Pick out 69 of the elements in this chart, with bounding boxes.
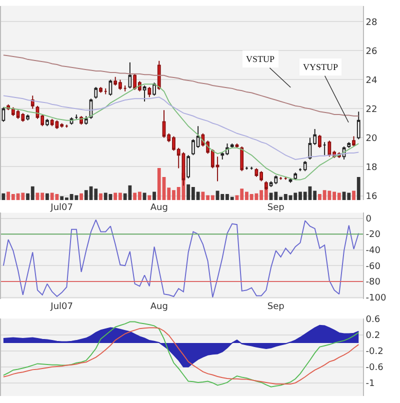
bar [356, 177, 360, 200]
x-tick-label: Aug [150, 302, 168, 312]
x-tick-label: Jul07 [50, 203, 73, 214]
annotation: VSTUP [246, 54, 275, 64]
candlestick [26, 114, 30, 121]
y-tick-label: 24 [366, 76, 378, 86]
candlestick [356, 111, 360, 140]
candlestick [230, 143, 234, 148]
bar [46, 193, 49, 200]
candlestick [94, 86, 98, 100]
x-tick-label: Sep [267, 302, 285, 312]
candlestick [148, 86, 152, 98]
y-tick-label: -60 [366, 262, 381, 272]
candlestick [30, 95, 34, 110]
y-tick-label: -100 [366, 293, 386, 304]
y-tick-label: 20 [366, 134, 378, 144]
candlestick [157, 60, 161, 90]
candlestick [245, 166, 248, 170]
candlestick [318, 134, 322, 148]
line-series [2, 219, 360, 298]
y-tick-label: 0.2 [366, 331, 380, 342]
candlestick [298, 168, 302, 172]
y-tick-label: -80 [366, 278, 381, 288]
candlestick [128, 62, 132, 89]
candlestick [250, 166, 254, 170]
x-tick-label: Jul07 [50, 302, 73, 312]
x-tick-label: Aug [150, 203, 168, 214]
candlestick [46, 118, 49, 127]
y-tick-label: 22 [366, 104, 378, 115]
candlestick [235, 143, 239, 148]
y-tick-label: -40 [366, 246, 381, 256]
candlestick [279, 176, 282, 180]
candlestick [240, 146, 244, 172]
bar [99, 193, 102, 200]
y-tick-label: 16 [366, 192, 378, 202]
y-tick-label: 26 [366, 46, 378, 57]
candlestick [303, 160, 307, 172]
candlestick [142, 85, 146, 102]
y-tick-label: 18 [366, 162, 378, 173]
bar [352, 190, 356, 200]
line-series [2, 84, 360, 180]
y-tick-label: -1 [366, 379, 375, 390]
y-tick-label: -0.2 [366, 347, 384, 358]
line-series [2, 54, 360, 116]
bar [148, 195, 152, 200]
candlestick [284, 176, 288, 180]
candlestick [347, 142, 351, 148]
bar [152, 192, 156, 200]
candlestick [322, 142, 326, 156]
line-series [2, 95, 360, 160]
candlestick [352, 136, 356, 147]
candlestick [64, 124, 68, 128]
bar [80, 193, 83, 200]
candlestick [99, 86, 102, 94]
y-tick-label: -20 [366, 230, 381, 240]
x-tick-label: Sep [267, 203, 285, 214]
y-tick-label: 0 [366, 214, 372, 224]
candlestick [84, 115, 88, 126]
y-tick-label: 28 [366, 18, 378, 28]
y-tick-label: -0.6 [366, 363, 384, 374]
candlestick [186, 154, 190, 179]
candlestick [152, 82, 156, 96]
annotation: VYSTUP [303, 62, 338, 72]
y-tick-label: 0.6 [366, 315, 380, 326]
candlestick [123, 85, 127, 92]
bar [2, 193, 6, 200]
candlestick [294, 172, 298, 180]
candlestick [104, 88, 108, 95]
candlestick [74, 114, 78, 120]
